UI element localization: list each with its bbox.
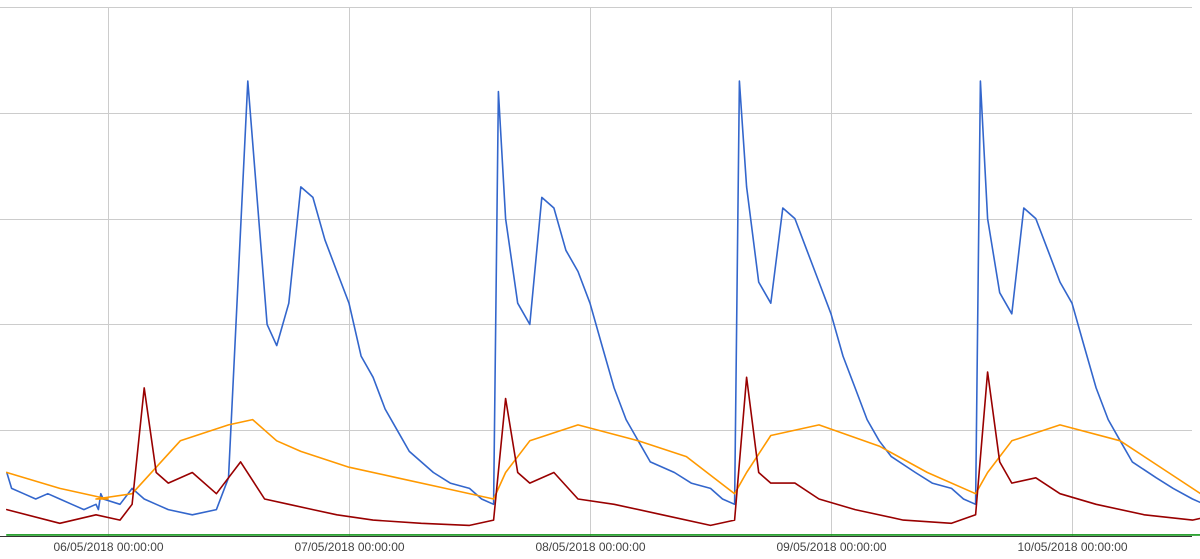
series-line-2 bbox=[6, 418, 1200, 500]
x-tick-label: 09/05/2018 00:00:00 bbox=[776, 540, 886, 554]
grid-layer bbox=[0, 7, 1192, 536]
x-tick-label: 10/05/2018 00:00:00 bbox=[1017, 540, 1127, 554]
axis-layer: 06/05/2018 00:00:00 07/05/2018 00:00:00 08… bbox=[0, 536, 1192, 554]
x-tick-label: 07/05/2018 00:00:00 bbox=[294, 540, 404, 554]
series-layer bbox=[6, 80, 1200, 536]
series-line-1 bbox=[6, 80, 1200, 516]
x-tick-label: 06/05/2018 00:00:00 bbox=[53, 540, 163, 554]
series-line-3 bbox=[6, 371, 1200, 527]
x-tick-label: 08/05/2018 00:00:00 bbox=[535, 540, 645, 554]
